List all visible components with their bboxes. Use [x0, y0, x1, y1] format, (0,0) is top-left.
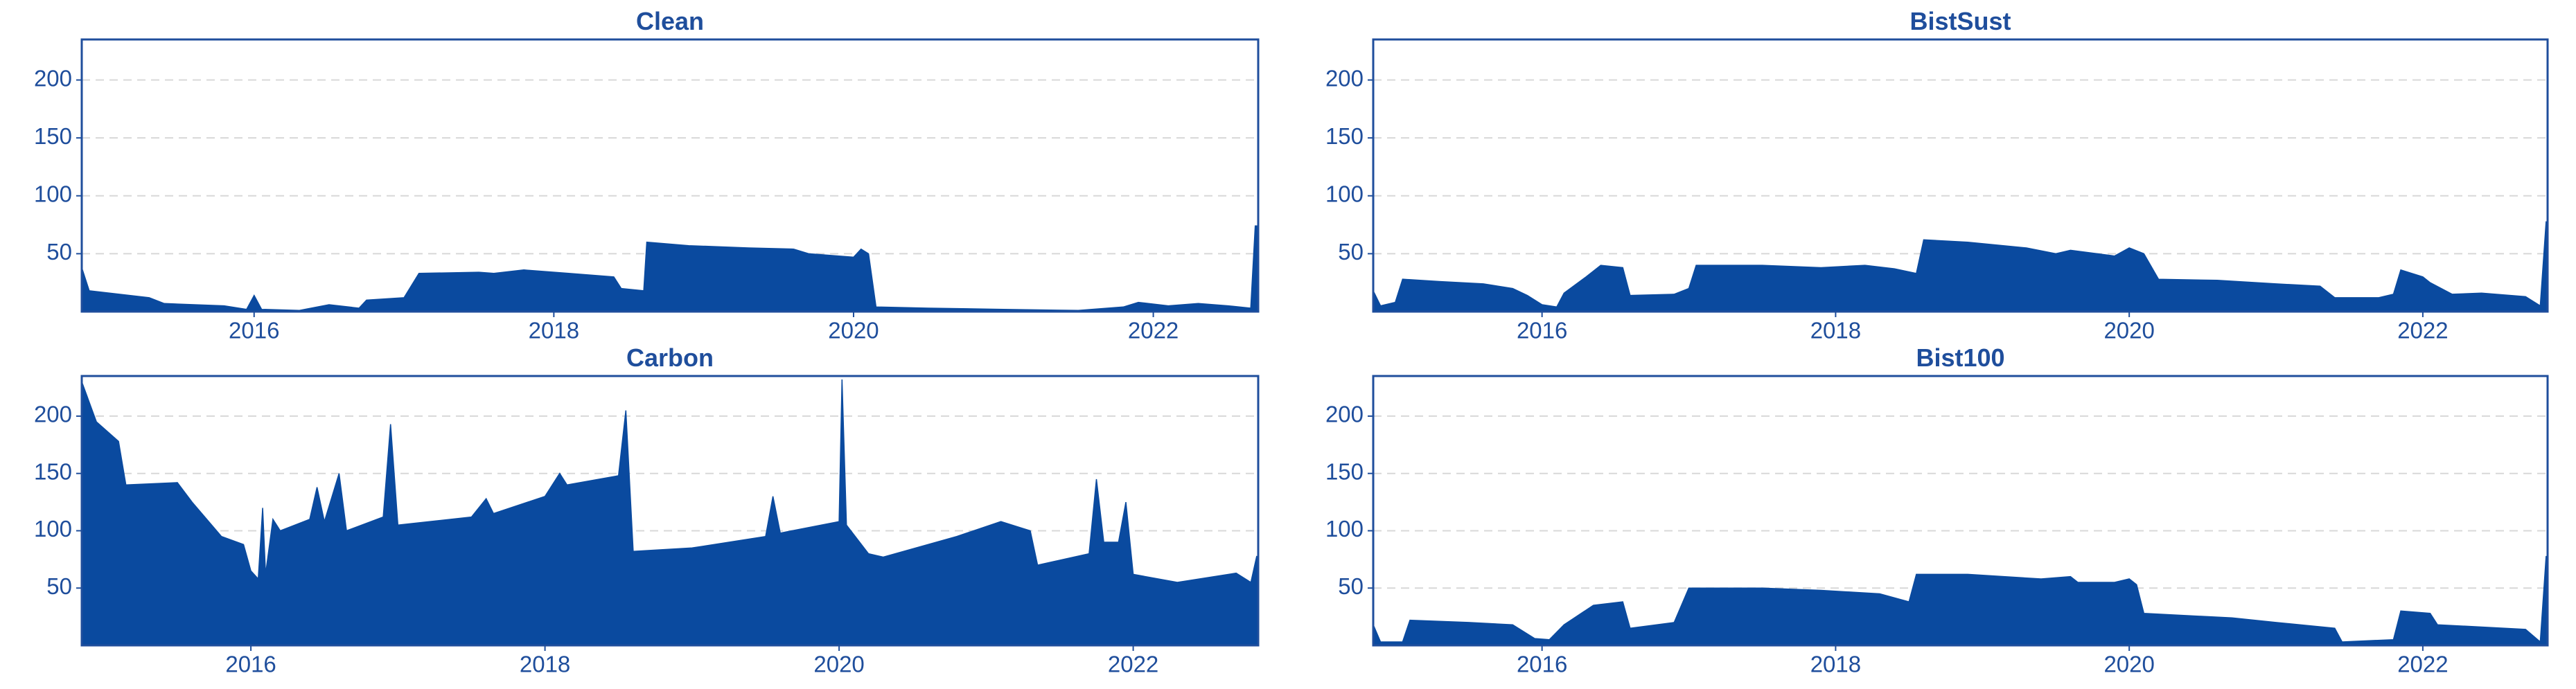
x-tick-label: 2018: [1810, 652, 1861, 677]
y-tick-label: 50: [46, 573, 72, 599]
plot-frame: [80, 38, 1260, 313]
x-tick-label: 2018: [520, 652, 570, 677]
x-tick-label: 2018: [1810, 318, 1861, 343]
plot-frame: [1372, 38, 2549, 313]
y-tick-label: 100: [34, 516, 72, 542]
y-tick-label: 100: [1325, 181, 1364, 206]
y-tick-label: 200: [34, 402, 72, 427]
x-tick-label: 2020: [828, 318, 879, 343]
panel-title: Carbon: [626, 343, 714, 372]
y-tick-label: 50: [1338, 239, 1364, 265]
y-tick-label: 150: [34, 458, 72, 484]
area: [81, 225, 1259, 312]
y-tick-label: 200: [1325, 402, 1364, 427]
x-tick-label: 2020: [2103, 652, 2154, 677]
x-tick-label: 2016: [229, 318, 279, 343]
x-tick-label: 2016: [225, 652, 276, 677]
panel-title: Bist100: [1916, 343, 2004, 372]
y-tick-label: 50: [46, 239, 72, 265]
x-tick-label: 2022: [1108, 652, 1158, 677]
y-tick-label: 150: [1325, 123, 1364, 149]
y-tick-label: 50: [1338, 573, 1364, 599]
x-tick-label: 2022: [2397, 652, 2448, 677]
x-tick-label: 2018: [529, 318, 579, 343]
y-tick-label: 200: [1325, 65, 1364, 91]
panel-title: BistSust: [1909, 7, 2011, 35]
y-tick-label: 200: [34, 65, 72, 91]
x-tick-label: 2016: [1517, 318, 1567, 343]
x-tick-label: 2020: [813, 652, 864, 677]
y-tick-label: 100: [1325, 516, 1364, 542]
x-tick-label: 2022: [2397, 318, 2448, 343]
y-tick-label: 150: [1325, 458, 1364, 484]
y-tick-label: 100: [34, 181, 72, 206]
y-tick-label: 150: [34, 123, 72, 149]
plot-frame: [1372, 375, 2549, 647]
plot-frame: [80, 375, 1260, 647]
area: [1373, 221, 2547, 312]
x-tick-label: 2020: [2103, 318, 2154, 343]
area: [1373, 555, 2547, 646]
x-tick-label: 2016: [1517, 652, 1567, 677]
x-tick-label: 2022: [1128, 318, 1179, 343]
area: [81, 379, 1258, 646]
panel-title: Clean: [636, 7, 704, 35]
